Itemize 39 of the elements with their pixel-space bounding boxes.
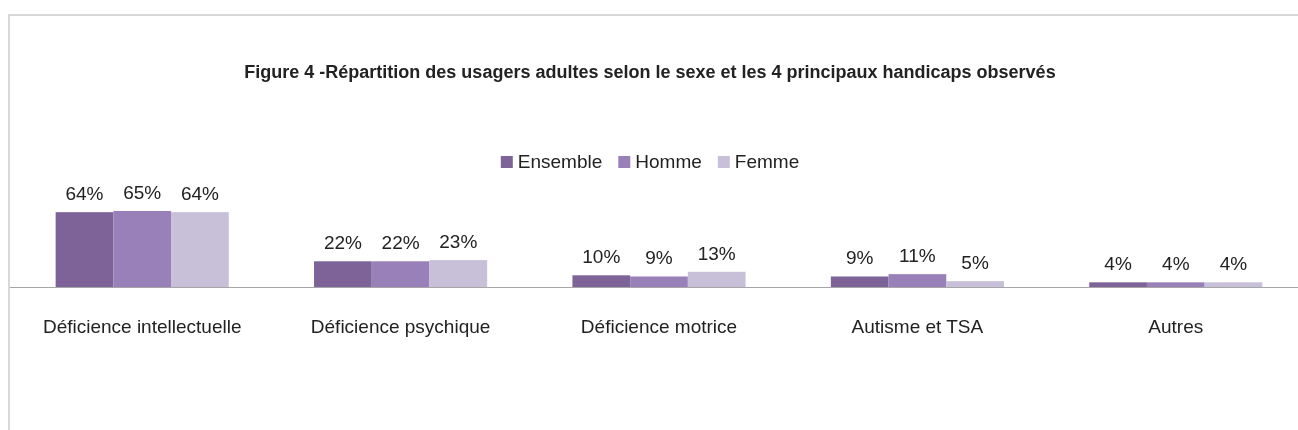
x-tick-label: Déficience motrice bbox=[580, 316, 738, 337]
bar bbox=[371, 261, 430, 287]
x-tick-label: Déficience psychique bbox=[310, 316, 491, 337]
data-label: 22% bbox=[381, 232, 420, 254]
bar bbox=[314, 261, 372, 287]
data-label: 22% bbox=[323, 232, 363, 254]
data-label: 4% bbox=[1219, 253, 1248, 275]
data-label: 65% bbox=[123, 182, 162, 203]
legend-label: Ensemble bbox=[517, 151, 603, 172]
data-label: 9% bbox=[845, 247, 874, 269]
bar bbox=[1204, 282, 1263, 287]
bar bbox=[630, 276, 688, 287]
data-label: 64% bbox=[180, 183, 220, 205]
bar bbox=[171, 212, 229, 287]
chart-title: Figure 4 -Répartition des usagers adultes selon le sexe et les 4 principaux handicaps observés bbox=[244, 62, 1056, 82]
bar bbox=[830, 276, 889, 287]
data-label: 11% bbox=[899, 245, 936, 267]
bar bbox=[1146, 282, 1205, 287]
data-label: 4% bbox=[1162, 253, 1190, 275]
x-tick-label: Autres bbox=[1148, 316, 1204, 337]
data-label: 13% bbox=[697, 242, 736, 264]
legend-label: Femme bbox=[734, 151, 800, 172]
data-label: 9% bbox=[645, 247, 673, 269]
bar bbox=[429, 260, 488, 287]
bar bbox=[687, 271, 746, 287]
bar bbox=[946, 281, 1004, 287]
data-label: 23% bbox=[439, 231, 478, 253]
x-tick-label: Déficience intellectuelle bbox=[42, 316, 242, 337]
data-label: 5% bbox=[961, 252, 989, 274]
bar bbox=[1089, 282, 1147, 287]
bar bbox=[113, 211, 172, 287]
data-label: 10% bbox=[582, 246, 621, 268]
data-label: 64% bbox=[65, 183, 104, 205]
bar bbox=[888, 274, 947, 287]
legend-label: Homme bbox=[635, 151, 702, 172]
x-tick-label: Autisme et TSA bbox=[851, 316, 984, 337]
bar bbox=[572, 275, 631, 287]
bar bbox=[55, 212, 114, 287]
data-label: 4% bbox=[1104, 253, 1132, 275]
